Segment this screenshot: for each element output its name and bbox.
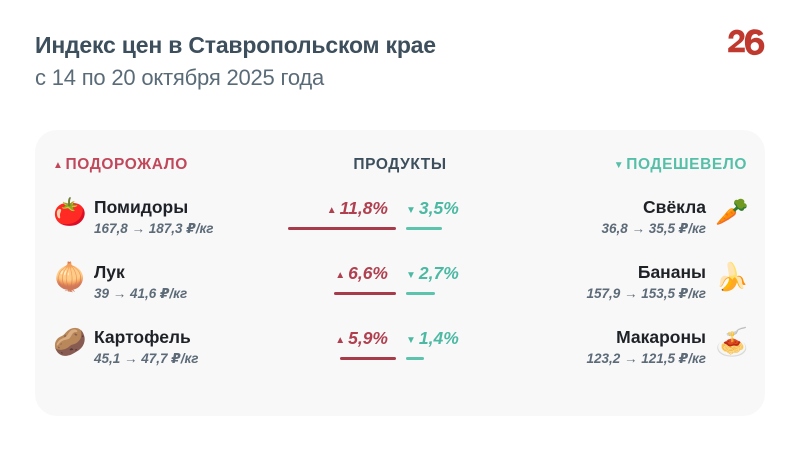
column-header-increased-label: ПОДОРОЖАЛО	[65, 156, 188, 173]
pasta-icon: 🍝	[715, 327, 749, 358]
item-increased: 🍅 Помидоры 167,8 → 187,3 ₽/кг	[53, 196, 214, 238]
brand-logo-26-icon	[725, 26, 767, 62]
item-name: Свёкла	[643, 197, 706, 217]
price-rows: 🍅 Помидоры 167,8 → 187,3 ₽/кг ▲ 11,8% ▼ 3,…	[35, 192, 765, 387]
item-price: 157,9 → 153,5 ₽/кг	[586, 286, 706, 301]
percent-decrease-value: 1,4%	[418, 328, 459, 348]
change-indicators: ▲ 6,6% ▼ 2,7%	[281, 263, 519, 315]
column-header-decreased-label: ПОДЕШЕВЕЛО	[626, 156, 747, 173]
item-name: Картофель	[94, 327, 191, 347]
percent-increase-value: 11,8%	[339, 198, 388, 218]
triangle-down-icon: ▼	[406, 205, 416, 216]
item-price: 167,8 → 187,3 ₽/кг	[94, 221, 214, 236]
percent-decrease-value: 3,5%	[418, 198, 459, 218]
item-price: 36,8 → 35,5 ₽/кг	[601, 221, 707, 236]
column-headers: ▲ ПОДОРОЖАЛО ПРОДУКТЫ ▼ ПОДЕШЕВЕЛО	[35, 156, 765, 180]
triangle-up-icon: ▲	[335, 335, 346, 346]
percent-decrease: ▼ 2,7%	[406, 263, 459, 283]
item-increased: 🥔 Картофель 45,1 → 47,7 ₽/кг	[53, 326, 199, 368]
percent-increase-value: 6,6%	[348, 263, 388, 283]
table-row: 🥔 Картофель 45,1 → 47,7 ₽/кг ▲ 5,9% ▼ 1,4%	[35, 322, 765, 387]
percent-increase: ▲ 5,9%	[335, 328, 388, 348]
column-header-decreased: ▼ ПОДЕШЕВЕЛО	[614, 156, 747, 174]
bar-increase	[340, 357, 396, 360]
bar-decrease	[406, 357, 424, 360]
bar-increase	[334, 292, 396, 295]
page-title: Индекс цен в Ставропольском крае	[35, 32, 436, 58]
triangle-up-icon: ▲	[326, 205, 337, 216]
price-index-card: ▲ ПОДОРОЖАЛО ПРОДУКТЫ ▼ ПОДЕШЕВЕЛО 🍅 Помид…	[35, 130, 765, 416]
percent-increase-value: 5,9%	[348, 328, 388, 348]
bar-decrease	[406, 292, 435, 295]
item-decreased: Макароны 123,2 → 121,5 ₽/кг 🍝	[586, 326, 749, 368]
triangle-down-icon: ▼	[613, 159, 625, 171]
item-price: 45,1 → 47,7 ₽/кг	[94, 351, 199, 366]
item-name: Бананы	[637, 262, 706, 282]
item-name: Лук	[94, 262, 125, 282]
triangle-up-icon: ▲	[53, 159, 64, 171]
item-price: 123,2 → 121,5 ₽/кг	[586, 351, 706, 366]
banana-icon: 🍌	[715, 262, 749, 293]
change-indicators: ▲ 5,9% ▼ 1,4%	[281, 328, 519, 380]
item-name: Помидоры	[94, 197, 189, 217]
bar-decrease	[406, 227, 442, 230]
column-header-products: ПРОДУКТЫ	[353, 156, 447, 173]
page-subtitle: с 14 по 20 октября 2025 года	[35, 65, 325, 90]
bar-increase	[288, 227, 396, 230]
change-indicators: ▲ 11,8% ▼ 3,5%	[281, 198, 519, 250]
table-row: 🍅 Помидоры 167,8 → 187,3 ₽/кг ▲ 11,8% ▼ 3,…	[35, 192, 765, 257]
percent-decrease: ▼ 3,5%	[406, 198, 459, 218]
item-price: 39 → 41,6 ₽/кг	[94, 286, 188, 301]
triangle-up-icon: ▲	[335, 270, 346, 281]
percent-increase: ▲ 11,8%	[327, 198, 388, 218]
item-name: Макароны	[616, 327, 706, 347]
item-decreased: Бананы 157,9 → 153,5 ₽/кг 🍌	[586, 261, 749, 303]
onion-icon: 🧅	[53, 262, 87, 293]
table-row: 🧅 Лук 39 → 41,6 ₽/кг ▲ 6,6% ▼ 2,7%	[35, 257, 765, 322]
triangle-down-icon: ▼	[406, 335, 416, 346]
percent-decrease-value: 2,7%	[418, 263, 459, 283]
item-increased: 🧅 Лук 39 → 41,6 ₽/кг	[53, 261, 187, 303]
column-header-increased: ▲ ПОДОРОЖАЛО	[53, 156, 188, 174]
potato-icon: 🥔	[53, 327, 87, 358]
page-header: Индекс цен в Ставропольском крае с 14 по…	[35, 30, 765, 110]
item-decreased: Свёкла 36,8 → 35,5 ₽/кг 🥕	[601, 196, 749, 238]
beet-icon: 🥕	[715, 197, 749, 228]
percent-decrease: ▼ 1,4%	[406, 328, 459, 348]
tomato-icon: 🍅	[53, 197, 87, 228]
triangle-down-icon: ▼	[406, 270, 416, 281]
percent-increase: ▲ 6,6%	[335, 263, 388, 283]
